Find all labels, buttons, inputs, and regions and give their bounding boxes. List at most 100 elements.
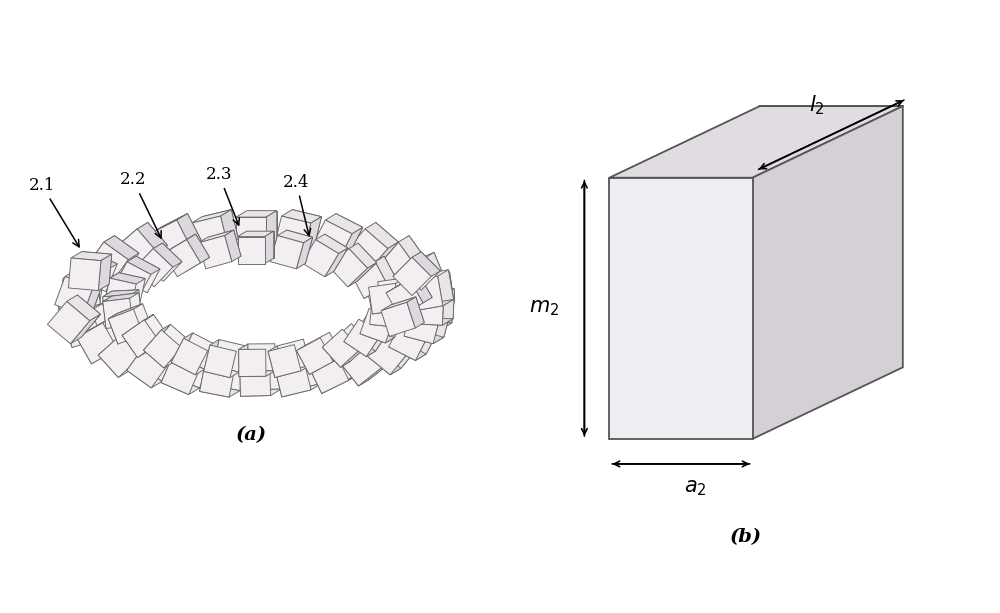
- Polygon shape: [393, 252, 421, 276]
- Polygon shape: [103, 296, 115, 329]
- Polygon shape: [144, 324, 170, 350]
- Polygon shape: [161, 214, 201, 254]
- Polygon shape: [58, 291, 99, 299]
- Polygon shape: [414, 302, 454, 313]
- Polygon shape: [127, 364, 162, 388]
- Polygon shape: [69, 291, 102, 323]
- Polygon shape: [368, 242, 398, 272]
- Polygon shape: [296, 237, 313, 269]
- Polygon shape: [441, 293, 454, 329]
- Polygon shape: [238, 231, 274, 237]
- Polygon shape: [135, 249, 173, 287]
- Polygon shape: [204, 366, 239, 378]
- Polygon shape: [372, 299, 407, 310]
- Polygon shape: [161, 349, 184, 383]
- Polygon shape: [98, 335, 141, 378]
- Polygon shape: [127, 340, 155, 370]
- Polygon shape: [433, 308, 451, 344]
- Polygon shape: [161, 355, 201, 395]
- Polygon shape: [338, 227, 363, 261]
- Polygon shape: [65, 270, 104, 308]
- Polygon shape: [251, 359, 281, 390]
- Polygon shape: [415, 300, 451, 337]
- Polygon shape: [200, 356, 216, 392]
- Polygon shape: [125, 223, 167, 265]
- Polygon shape: [58, 297, 91, 329]
- Polygon shape: [47, 302, 90, 344]
- Polygon shape: [322, 374, 360, 394]
- Polygon shape: [277, 230, 313, 243]
- Polygon shape: [372, 305, 408, 314]
- Polygon shape: [78, 253, 117, 292]
- Polygon shape: [389, 340, 426, 360]
- Polygon shape: [393, 257, 431, 295]
- Polygon shape: [439, 272, 454, 308]
- Polygon shape: [370, 319, 406, 327]
- Text: $m_2$: $m_2$: [529, 299, 559, 318]
- Polygon shape: [371, 295, 399, 324]
- Polygon shape: [71, 251, 112, 261]
- Polygon shape: [144, 243, 182, 281]
- Text: (b): (b): [729, 528, 761, 546]
- Polygon shape: [173, 234, 210, 272]
- Polygon shape: [358, 361, 393, 386]
- Polygon shape: [282, 210, 321, 223]
- Polygon shape: [114, 256, 136, 286]
- Polygon shape: [340, 356, 369, 386]
- Polygon shape: [407, 280, 445, 298]
- Polygon shape: [123, 256, 160, 293]
- Polygon shape: [392, 273, 407, 305]
- Polygon shape: [397, 295, 408, 327]
- Polygon shape: [98, 349, 129, 378]
- Polygon shape: [379, 292, 408, 322]
- Polygon shape: [399, 314, 440, 354]
- Polygon shape: [275, 360, 311, 397]
- Polygon shape: [200, 362, 235, 397]
- Polygon shape: [248, 344, 275, 371]
- Polygon shape: [319, 347, 360, 387]
- Polygon shape: [63, 272, 104, 283]
- Polygon shape: [390, 297, 424, 331]
- Polygon shape: [296, 338, 333, 375]
- Polygon shape: [340, 344, 382, 386]
- Polygon shape: [103, 291, 113, 324]
- Polygon shape: [413, 299, 454, 311]
- Polygon shape: [67, 253, 89, 287]
- Polygon shape: [117, 303, 152, 338]
- Polygon shape: [302, 240, 339, 276]
- Polygon shape: [150, 214, 187, 234]
- Polygon shape: [137, 223, 167, 252]
- Polygon shape: [63, 313, 83, 348]
- Polygon shape: [239, 349, 266, 376]
- Polygon shape: [187, 234, 210, 263]
- Polygon shape: [331, 324, 370, 362]
- Text: 2.1: 2.1: [28, 177, 79, 247]
- Polygon shape: [122, 320, 160, 357]
- Polygon shape: [239, 371, 275, 376]
- Polygon shape: [389, 320, 429, 360]
- Polygon shape: [398, 235, 427, 267]
- Polygon shape: [285, 354, 322, 390]
- Polygon shape: [238, 237, 265, 264]
- Polygon shape: [109, 329, 151, 371]
- Polygon shape: [63, 303, 103, 319]
- Polygon shape: [104, 235, 139, 260]
- Polygon shape: [753, 106, 903, 439]
- Polygon shape: [104, 273, 119, 305]
- Polygon shape: [58, 297, 91, 329]
- Polygon shape: [171, 357, 204, 375]
- Polygon shape: [199, 235, 232, 269]
- Polygon shape: [210, 356, 246, 390]
- Polygon shape: [408, 276, 443, 311]
- Polygon shape: [402, 252, 440, 290]
- Polygon shape: [404, 330, 444, 344]
- Polygon shape: [369, 303, 404, 338]
- Polygon shape: [58, 293, 72, 329]
- Polygon shape: [199, 230, 234, 243]
- Polygon shape: [172, 349, 211, 388]
- Polygon shape: [225, 230, 241, 262]
- Polygon shape: [309, 360, 332, 394]
- Polygon shape: [98, 254, 112, 291]
- Polygon shape: [67, 259, 107, 298]
- Polygon shape: [74, 303, 112, 341]
